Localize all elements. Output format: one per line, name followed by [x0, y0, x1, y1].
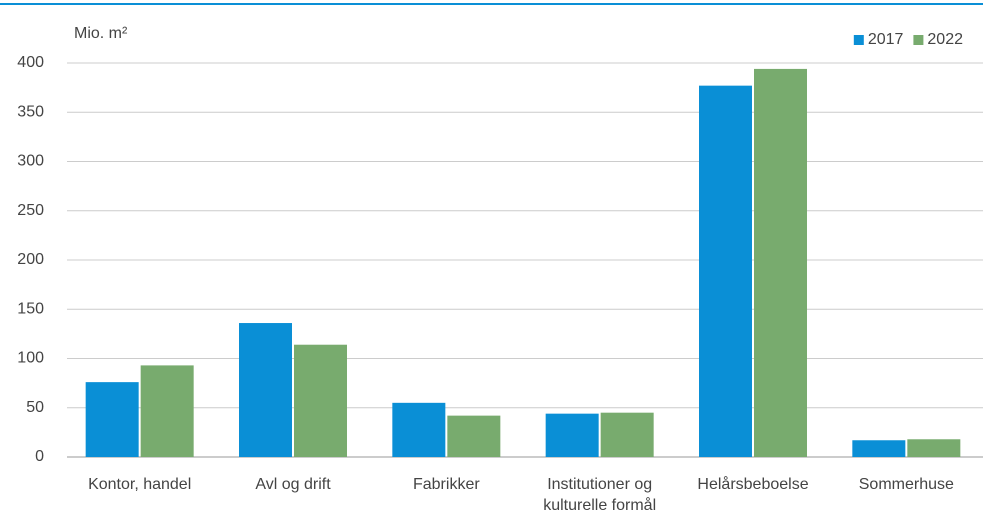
x-tick-label: Sommerhuse — [859, 476, 954, 493]
legend-label: 2017 — [868, 31, 904, 48]
y-tick-label: 250 — [17, 202, 44, 219]
bar — [600, 412, 654, 457]
bar — [140, 365, 194, 457]
bar — [85, 382, 139, 457]
y-tick-label: 100 — [17, 350, 44, 367]
bar — [699, 85, 752, 457]
x-tick-label: Avl og drift — [255, 476, 331, 493]
legend-label: 2022 — [927, 31, 963, 48]
x-tick-label: Helårsbeboelse — [697, 475, 808, 493]
y-tick-label: 0 — [35, 448, 44, 465]
y-axis-label: Mio. m² — [74, 25, 128, 42]
x-tick-label: Institutioner og kulturelle formål — [543, 476, 656, 514]
x-tick-label: Fabrikker — [413, 476, 480, 493]
x-tick-label: Kontor, handel — [88, 476, 191, 493]
legend-swatch — [913, 35, 924, 45]
bar — [545, 413, 599, 457]
bar — [294, 344, 347, 457]
y-tick-label: 200 — [17, 251, 44, 268]
bar — [239, 323, 292, 457]
bar — [447, 415, 501, 457]
y-tick-label: 350 — [17, 103, 44, 120]
y-tick-label: 150 — [17, 300, 44, 317]
bar — [907, 439, 961, 457]
y-tick-label: 300 — [17, 153, 44, 170]
bar — [392, 402, 446, 457]
bar — [852, 440, 906, 457]
bar — [754, 68, 807, 457]
y-tick-label: 50 — [26, 399, 44, 416]
y-tick-label: 400 — [17, 54, 44, 71]
legend-swatch — [853, 35, 864, 45]
